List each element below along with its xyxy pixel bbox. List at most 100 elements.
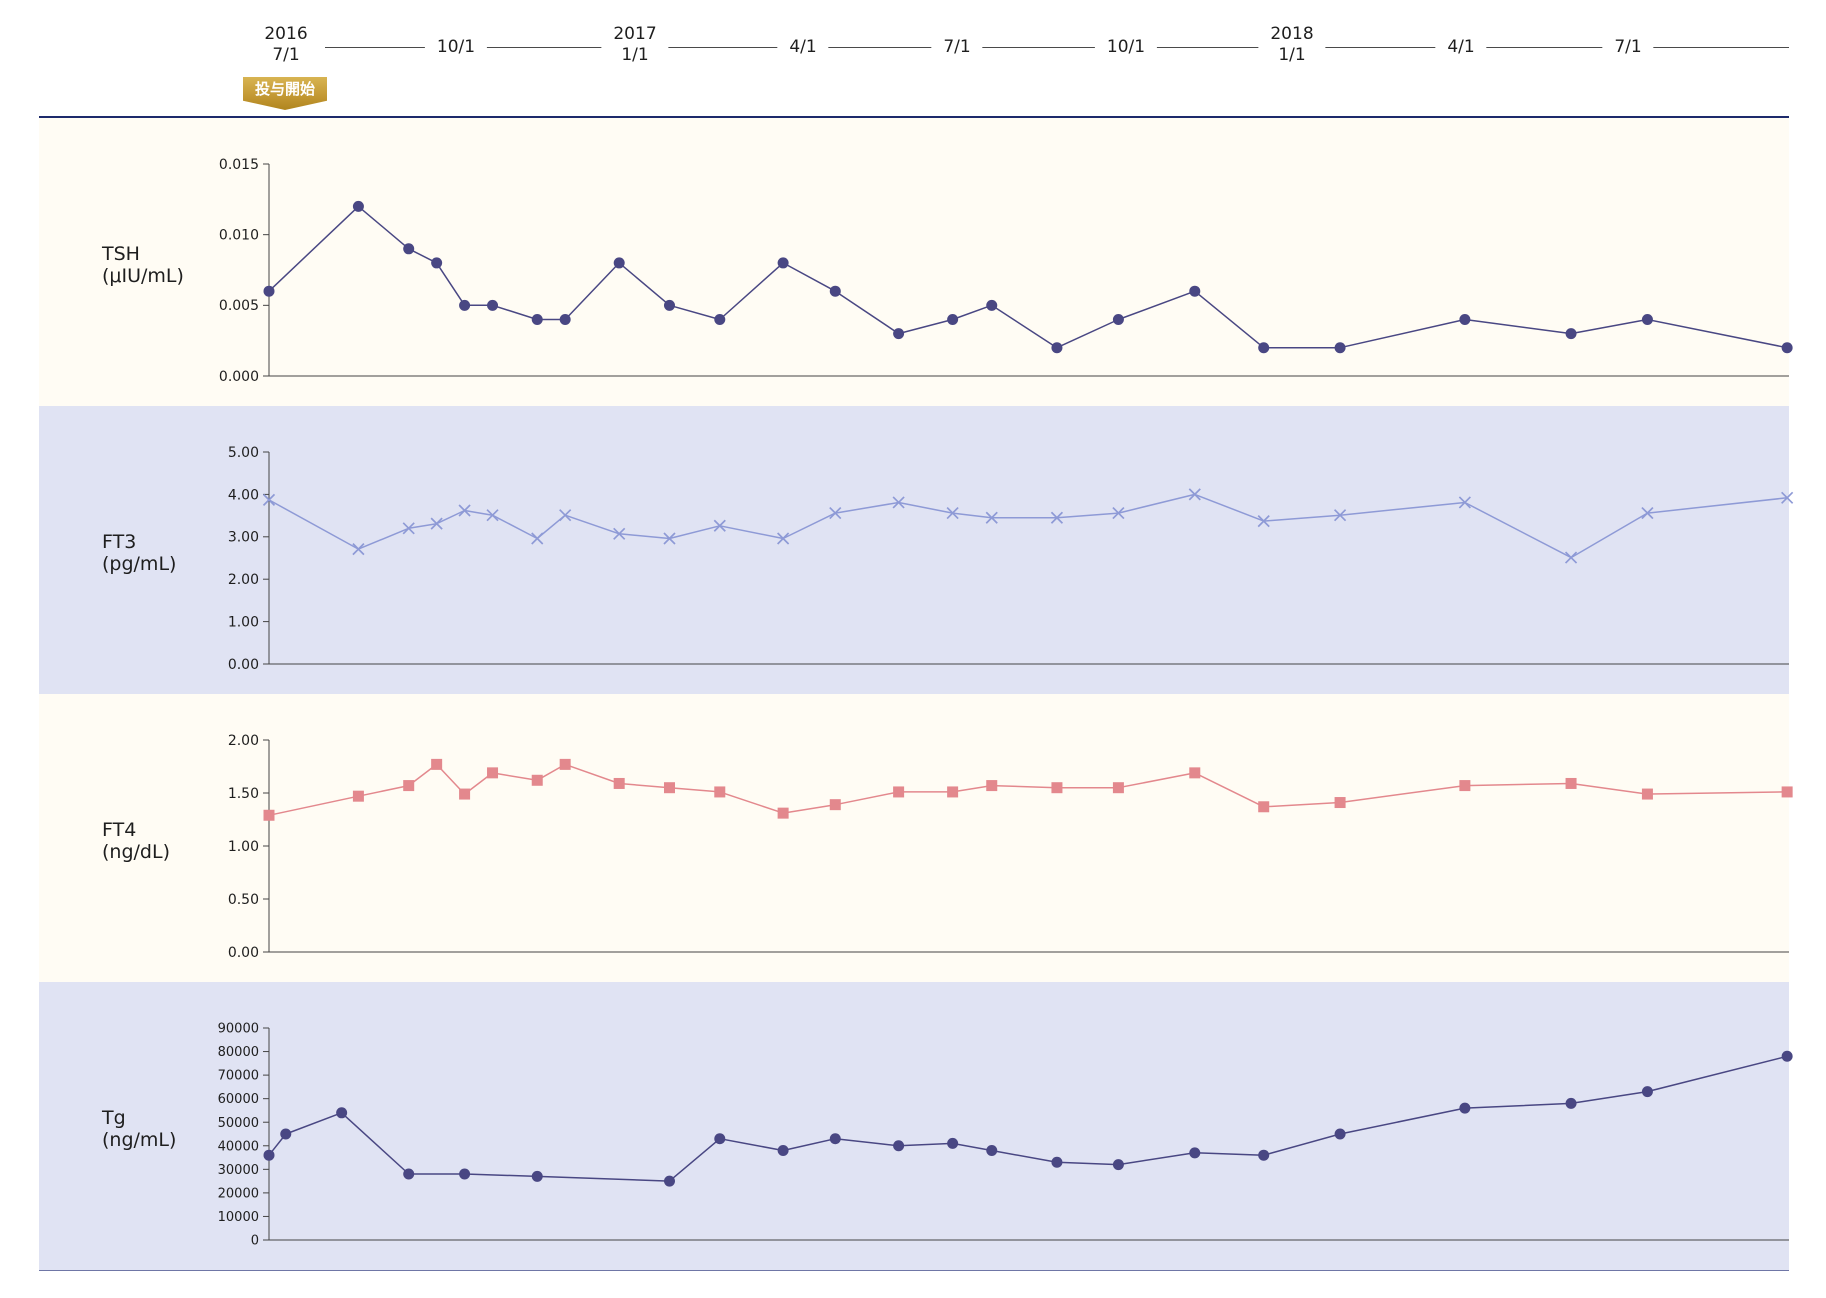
y-tick-label: 0.00 [228, 657, 259, 673]
ft4-point [1258, 801, 1270, 813]
y-tick-label: 0.010 [219, 228, 259, 244]
ft3-point [486, 509, 499, 522]
y-tick-label: 5.00 [228, 445, 259, 461]
tg-point [986, 1144, 998, 1156]
ft3-point [1112, 506, 1125, 520]
ft3-point [1257, 515, 1270, 528]
tg-label-unit: (ng/mL) [102, 1129, 177, 1151]
timeline-year: 2016 [264, 24, 308, 44]
timeline-year: 2018 [1270, 24, 1314, 44]
tsh-point [1459, 313, 1471, 325]
tsh-point [893, 328, 905, 340]
y-tick-label: 1.50 [228, 786, 259, 802]
ft3-chart: 0.00 1.00 2.00 3.00 4.00 5.00 [228, 445, 1794, 673]
y-tick-label: 2.00 [228, 733, 259, 749]
tsh-point [559, 313, 571, 325]
ft4-point [459, 788, 471, 800]
tg-point [663, 1175, 675, 1187]
timeline-date: 7/1 [272, 45, 300, 65]
ft3-point [559, 509, 572, 522]
y-tick-label: 30000 [218, 1163, 259, 1178]
tsh-point [777, 257, 789, 269]
tsh-point [352, 200, 364, 212]
ft3-point [1458, 496, 1471, 509]
y-tick-label: 2.00 [228, 572, 259, 588]
tsh-point [263, 285, 275, 297]
tsh-series-line [268, 205, 1788, 349]
timeline-label-2017-10: 10/1 [1094, 37, 1158, 58]
y-tick-label: 0.005 [219, 298, 259, 314]
tsh-point [403, 243, 415, 255]
ft3-point [777, 532, 790, 545]
ft3-point [985, 511, 998, 524]
ft3-series-line [268, 493, 1788, 559]
y-tick-label: 10000 [218, 1210, 259, 1225]
tg-point [280, 1128, 292, 1140]
tg-point [1781, 1050, 1793, 1062]
tg-axis-label: Tg (ng/mL) [102, 1107, 176, 1151]
ft4-point [1334, 797, 1346, 809]
timeline-date: 1/1 [621, 45, 649, 65]
ft3-point [713, 519, 726, 532]
tg-point [1051, 1156, 1063, 1168]
tg-point [1112, 1159, 1124, 1171]
y-tick-label: 60000 [218, 1092, 259, 1107]
ft3-point [663, 532, 676, 545]
tsh-point [613, 257, 625, 269]
ft3-point [402, 522, 415, 535]
timeline-label-2018-07: 7/1 [1602, 37, 1654, 58]
y-tick-label: 1.00 [228, 615, 259, 631]
timeline-date: 1/1 [1278, 45, 1306, 65]
timeline-label-2016-10: 10/1 [424, 37, 488, 58]
timeline-date: 4/1 [1447, 37, 1475, 57]
tg-point [459, 1168, 471, 1180]
ft4-label-name: FT4 [102, 819, 137, 841]
ft3-point [1333, 509, 1347, 522]
tsh-point [1565, 328, 1577, 340]
tsh-point [947, 313, 959, 325]
timeline-year: 2017 [613, 24, 657, 44]
ft4-point [487, 767, 499, 779]
y-tick-label: 0.00 [228, 945, 259, 961]
tsh-point [1781, 342, 1793, 354]
tsh-point [663, 299, 675, 311]
y-tick-label: 1.00 [228, 839, 259, 855]
tg-point [336, 1107, 348, 1119]
timeline-label-2018-01: 2018 1/1 [1258, 24, 1326, 66]
ft3-point [1564, 551, 1578, 564]
tsh-point [459, 299, 471, 311]
timeline-date: 10/1 [1106, 37, 1146, 57]
y-tick-label: 80000 [218, 1045, 259, 1060]
tsh-point [1051, 342, 1063, 354]
tsh-axis-label: TSH (μIU/mL) [102, 243, 184, 287]
y-tick-label: 0 [251, 1234, 259, 1249]
ft4-point [947, 786, 959, 798]
tg-point [1189, 1147, 1201, 1159]
timeline-date: 7/1 [943, 37, 971, 57]
ft4-point [1459, 780, 1471, 792]
ft3-point [1781, 491, 1794, 504]
tsh-point [1334, 342, 1346, 354]
ft4-label-unit: (ng/dL) [102, 841, 170, 863]
header-rule [39, 116, 1789, 118]
tg-point [947, 1137, 959, 1149]
timeline-header: 2016 7/1 10/1 2017 1/1 4/1 7/1 10/1 2018… [0, 0, 1826, 116]
y-tick-label: 20000 [218, 1186, 259, 1201]
timeline-rule [325, 47, 1789, 48]
tg-point [1258, 1149, 1270, 1161]
ft3-point [352, 542, 365, 556]
ft3-point [613, 527, 626, 540]
tsh-point [531, 313, 543, 325]
bottom-rule [39, 1270, 1789, 1271]
y-tick-label: 0.50 [228, 892, 259, 908]
ft4-point [263, 809, 275, 821]
ft4-point [777, 807, 789, 819]
y-tick-label: 50000 [218, 1116, 259, 1131]
ft4-point [829, 799, 841, 811]
ft3-point [531, 532, 544, 545]
ft4-point [1112, 782, 1124, 794]
tsh-point [487, 299, 499, 311]
ft3-point [892, 496, 905, 509]
ft3-point [829, 506, 842, 520]
ft3-axis-label: FT3 (pg/mL) [102, 531, 176, 575]
